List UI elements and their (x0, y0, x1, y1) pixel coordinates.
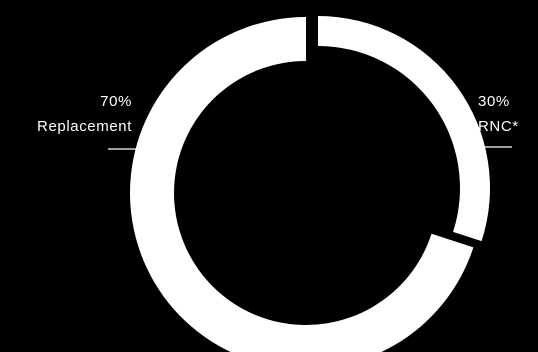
donut-segment-rnc (318, 16, 490, 242)
segment-label-rnc: RNC* (478, 118, 519, 135)
segment-value-label-replacement: 70% (100, 93, 132, 110)
segment-label-replacement: Replacement (37, 118, 132, 135)
donut-segments (130, 16, 490, 352)
segment-value-label-rnc: 30% (478, 93, 510, 110)
